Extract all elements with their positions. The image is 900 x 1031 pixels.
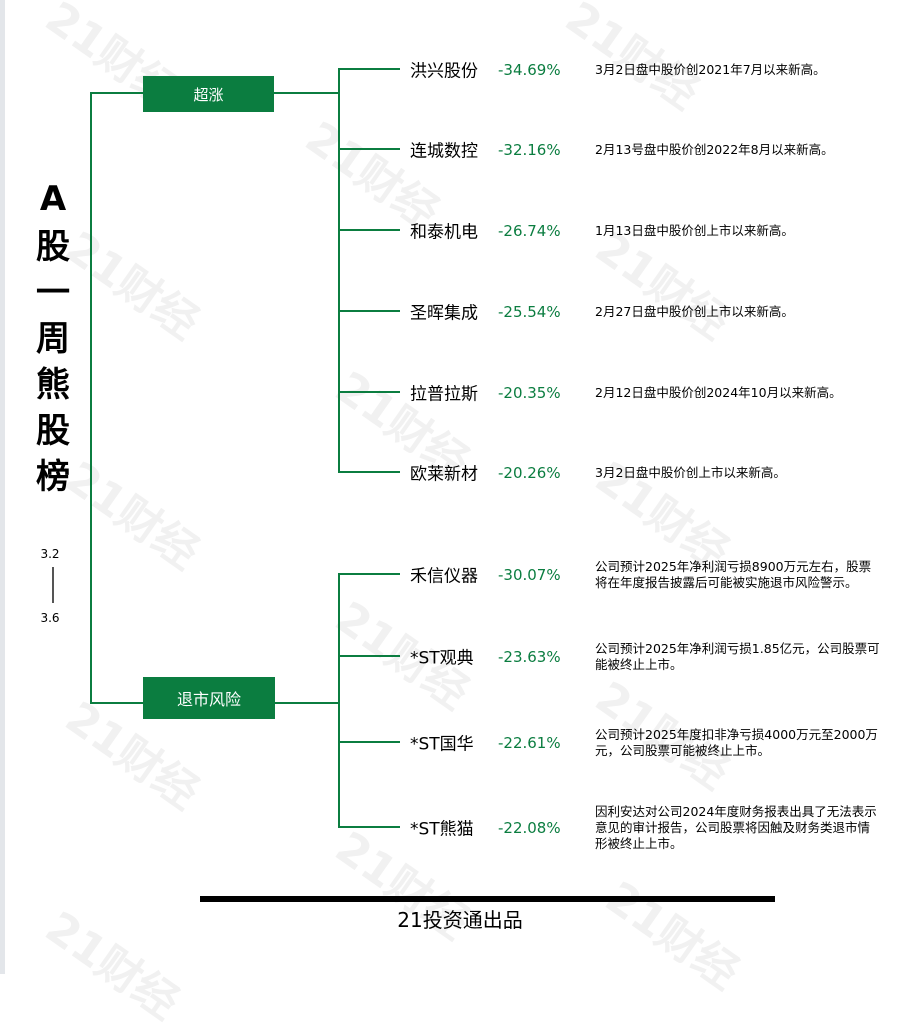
item-connector	[338, 229, 400, 231]
item-connector	[338, 471, 400, 473]
watermark: 21财经	[56, 451, 208, 580]
title-char: 一	[36, 273, 70, 313]
stock-note: 2月27日盘中股价创上市以来新高。	[595, 304, 794, 319]
stock-name: 圣晖集成	[410, 303, 478, 324]
item-connector	[338, 391, 400, 393]
stock-note: 3月2日盘中股价创上市以来新高。	[595, 465, 786, 480]
stock-name: 禾信仪器	[410, 566, 478, 587]
bracket-line	[338, 573, 340, 828]
item-connector	[338, 573, 400, 575]
price-change: -20.35%	[498, 384, 561, 402]
stock-note: 公司预计2025年净利润亏损1.85亿元，公司股票可能被终止上市。	[595, 641, 880, 672]
stock-note: 公司预计2025年度扣非净亏损4000万元至2000万元，公司股票可能被终止上市…	[595, 727, 878, 758]
price-change: -22.61%	[498, 734, 561, 752]
stock-name: 和泰机电	[410, 222, 478, 243]
item-connector	[338, 310, 400, 312]
price-change: -20.26%	[498, 464, 561, 482]
group-label-surge: 超涨	[143, 76, 274, 112]
watermark: 21财经	[556, 0, 708, 120]
stock-name: 欧莱新材	[410, 464, 478, 485]
price-change: -34.69%	[498, 61, 561, 79]
watermark: 21财经	[56, 221, 208, 350]
stock-note: 因利安达对公司2024年度财务报表出具了无法表示意见的审计报告，公司股票将因触及…	[595, 804, 877, 851]
item-connector	[338, 655, 400, 657]
title-char: 榜	[36, 457, 70, 497]
price-change: -23.63%	[498, 648, 561, 666]
price-change: -25.54%	[498, 303, 561, 321]
stock-note: 1月13日盘中股价创上市以来新高。	[595, 223, 794, 238]
stock-name: 拉普拉斯	[410, 384, 478, 405]
title-char: A	[39, 179, 67, 219]
item-connector	[338, 741, 400, 743]
group-connector	[275, 702, 339, 704]
group-label-delisting-risk: 退市风险	[143, 677, 275, 719]
title-char: 股	[36, 227, 70, 267]
footer-bar	[200, 896, 775, 902]
footer-credit: 21投资通出品	[397, 908, 523, 932]
trunk-branch-bottom	[90, 702, 144, 704]
trunk-line	[90, 92, 92, 704]
price-change: -32.16%	[498, 141, 561, 159]
date-start: 3.2	[40, 547, 60, 561]
stock-note: 2月12日盘中股价创2024年10月以来新高。	[595, 385, 842, 400]
stock-name: 洪兴股份	[410, 61, 478, 82]
trunk-branch-top	[90, 92, 144, 94]
stock-name: *ST观典	[410, 648, 474, 669]
date-separator	[52, 567, 54, 603]
bracket-line	[338, 68, 340, 473]
date-end: 3.6	[40, 611, 60, 625]
title-char: 股	[36, 411, 70, 451]
item-connector	[338, 826, 400, 828]
title-char: 周	[36, 319, 70, 359]
item-connector	[338, 148, 400, 150]
stock-name: 连城数控	[410, 141, 478, 162]
watermark: 21财经	[36, 901, 188, 1030]
group-connector	[274, 92, 339, 94]
price-change: -22.08%	[498, 819, 561, 837]
stock-name: *ST国华	[410, 734, 474, 755]
stock-name: *ST熊猫	[410, 819, 474, 840]
title-char: 熊	[36, 365, 70, 405]
stock-note: 2月13号盘中股价创2022年8月以来新高。	[595, 142, 834, 157]
price-change: -26.74%	[498, 222, 561, 240]
page-edge	[0, 0, 5, 974]
price-change: -30.07%	[498, 566, 561, 584]
item-connector	[338, 68, 400, 70]
stock-note: 3月2日盘中股价创2021年7月以来新高。	[595, 62, 826, 77]
stock-note: 公司预计2025年净利润亏损8900万元左右，股票将在年度报告披露后可能被实施退…	[595, 559, 872, 590]
